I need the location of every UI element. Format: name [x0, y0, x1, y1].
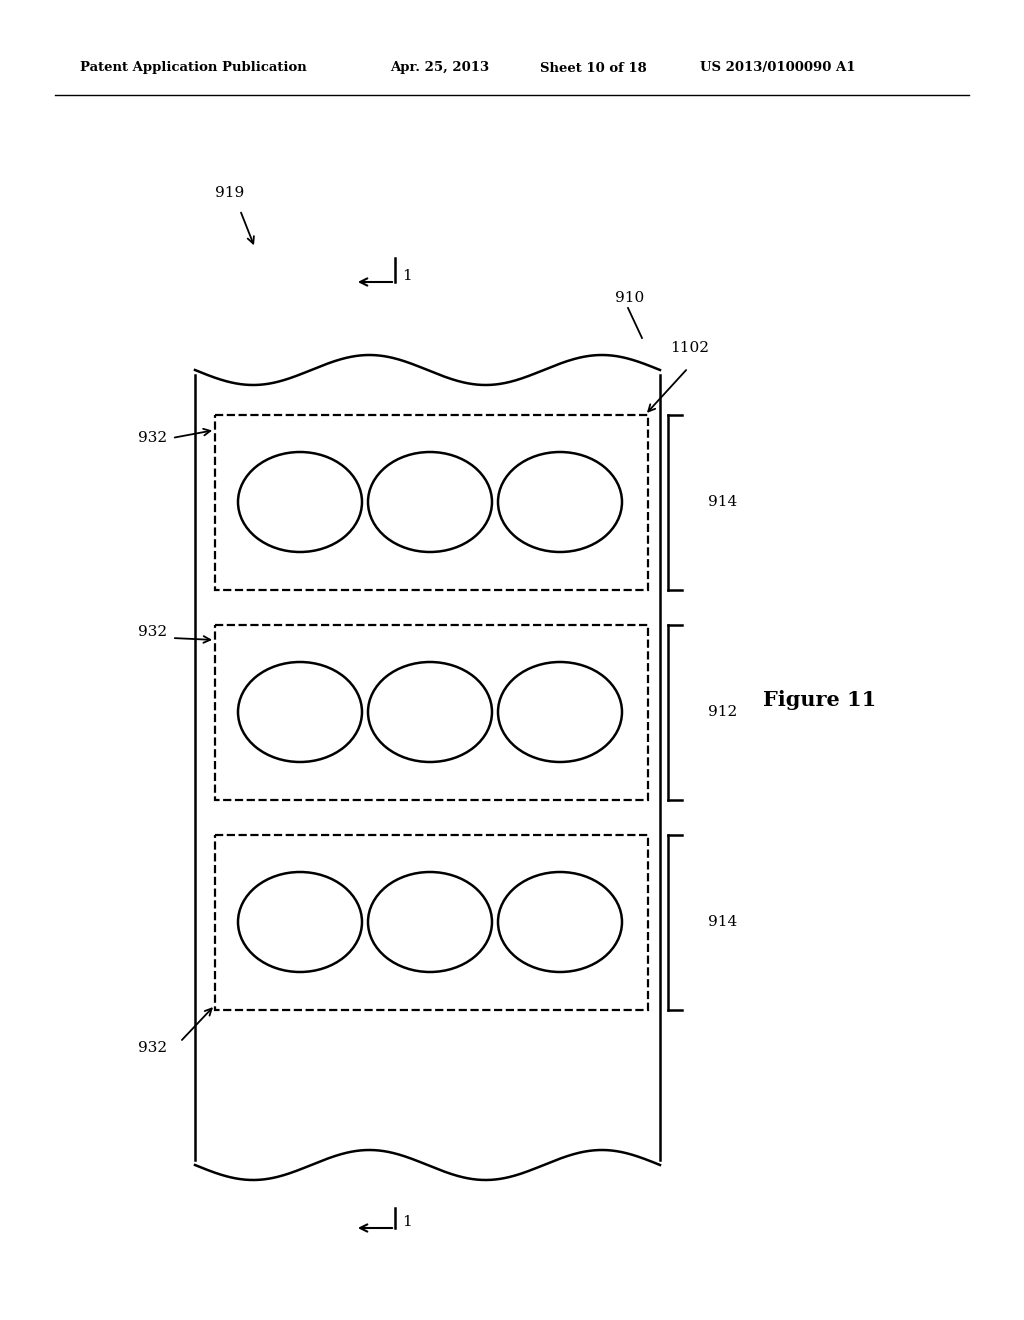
- Text: 932: 932: [138, 624, 167, 639]
- Text: 1102: 1102: [670, 341, 709, 355]
- Text: 932: 932: [138, 1041, 167, 1055]
- Text: 1: 1: [402, 1214, 412, 1229]
- Text: 914: 914: [708, 495, 737, 510]
- Text: 919: 919: [215, 186, 245, 201]
- Text: Patent Application Publication: Patent Application Publication: [80, 62, 307, 74]
- Text: Apr. 25, 2013: Apr. 25, 2013: [390, 62, 489, 74]
- Bar: [215, 836, 648, 1010]
- Bar: [215, 624, 648, 800]
- Bar: [215, 414, 648, 590]
- Text: 912: 912: [708, 705, 737, 719]
- Text: 910: 910: [615, 290, 644, 305]
- Text: 914: 914: [708, 915, 737, 929]
- Text: US 2013/0100090 A1: US 2013/0100090 A1: [700, 62, 855, 74]
- Text: Sheet 10 of 18: Sheet 10 of 18: [540, 62, 647, 74]
- Text: 1: 1: [402, 269, 412, 282]
- Text: Figure 11: Figure 11: [763, 690, 877, 710]
- Text: 932: 932: [138, 432, 167, 445]
